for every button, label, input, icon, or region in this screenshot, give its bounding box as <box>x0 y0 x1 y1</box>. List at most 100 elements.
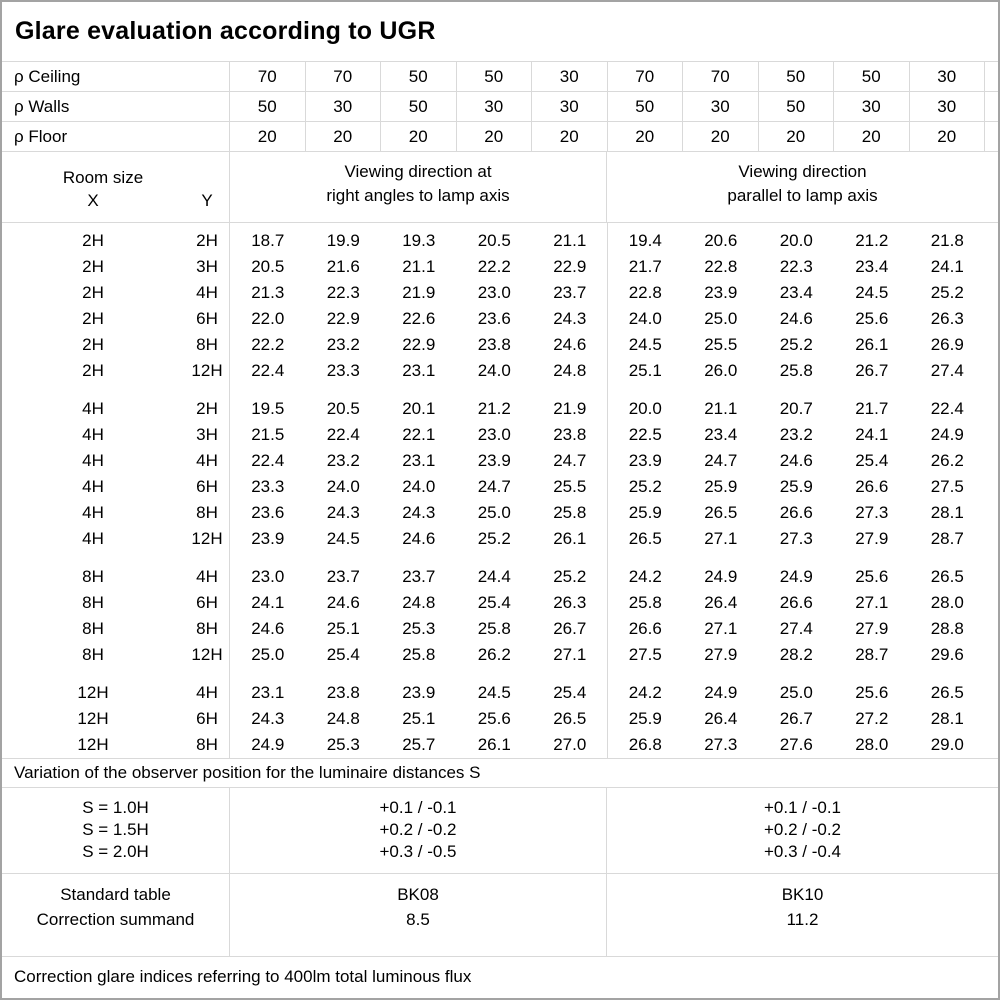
ugr-value-parallel: 28.1 <box>930 709 964 728</box>
ugr-value-right-angle: 20.1 <box>402 399 436 418</box>
ugr-value-right-angle: 23.0 <box>477 425 511 444</box>
ugr-value-parallel: 27.1 <box>704 529 738 548</box>
reflectance-value: 20 <box>532 122 608 151</box>
ugr-value-right-angle: 25.8 <box>477 619 511 638</box>
ugr-value-right-angle: 26.1 <box>477 735 511 754</box>
ugr-value-right-angle: 23.1 <box>402 451 436 470</box>
room-size-y: 6H <box>196 593 218 612</box>
ugr-value-right-angle: 22.9 <box>553 257 587 276</box>
ugr-value-right-angle: 25.4 <box>326 645 360 664</box>
room-size-x: 12H <box>77 735 109 754</box>
ugr-value-right-angle: 23.9 <box>402 683 436 702</box>
s-distance-label: S = 2.0H <box>82 842 149 861</box>
reflectance-value: 70 <box>608 62 683 91</box>
ugr-value-right-angle: 23.3 <box>326 361 360 380</box>
ugr-value-right-angle: 24.6 <box>402 529 436 548</box>
ugr-value-parallel: 24.9 <box>704 567 738 586</box>
reflectance-value: 50 <box>759 62 834 91</box>
ugr-table-row: 2H 8H 22.2 23.2 22.9 23.8 24.6 24.5 25.5 25.2 26.1… <box>2 332 998 358</box>
reflectance-header-rows: ρ Ceiling 70 70 50 50 30 70 70 50 50 30 ρ Walls 50 30… <box>2 62 998 152</box>
ugr-value-parallel: 23.9 <box>628 451 662 470</box>
ugr-value-parallel: 29.6 <box>930 645 964 664</box>
reflectance-value: 20 <box>457 122 532 151</box>
ugr-value-parallel: 24.9 <box>704 683 738 702</box>
ugr-value-parallel: 25.2 <box>628 477 662 496</box>
ugr-value-parallel: 26.7 <box>779 709 813 728</box>
ugr-table-row: 12H 4H 23.1 23.8 23.9 24.5 25.4 24.2 24.9 25.0 25.… <box>2 680 998 706</box>
ugr-value-right-angle: 27.0 <box>553 735 587 754</box>
room-size-x: 8H <box>82 593 104 612</box>
room-size-x: 8H <box>82 619 104 638</box>
reflectance-value: 20 <box>683 122 759 151</box>
viewing-direction-right-angle-line2: right angles to lamp axis <box>326 186 510 205</box>
s-distance-label: S = 1.5H <box>82 820 149 839</box>
ugr-value-right-angle: 22.4 <box>326 425 360 444</box>
reflectance-value: 20 <box>834 122 910 151</box>
ugr-table-row: 12H 8H 24.9 25.3 25.7 26.1 27.0 26.8 27.3 27.6 28.… <box>2 732 998 758</box>
ugr-value-parallel: 26.4 <box>704 593 738 612</box>
ugr-value-right-angle: 24.9 <box>251 735 285 754</box>
ugr-value-parallel: 27.2 <box>855 709 889 728</box>
reflectance-row-label: ρ Ceiling <box>2 62 230 91</box>
reflectance-value: 20 <box>910 122 985 151</box>
ugr-value-parallel: 28.2 <box>779 645 813 664</box>
ugr-value-right-angle: 23.7 <box>326 567 360 586</box>
ugr-value-parallel: 26.2 <box>930 451 964 470</box>
ugr-value-right-angle: 23.7 <box>402 567 436 586</box>
ugr-value-right-angle: 19.5 <box>251 399 285 418</box>
room-size-x: 12H <box>77 709 109 728</box>
ugr-value-parallel: 20.6 <box>704 231 738 250</box>
ugr-value-right-angle: 22.9 <box>326 309 360 328</box>
reflectance-value: 70 <box>683 62 759 91</box>
ugr-value-parallel: 24.1 <box>930 257 964 276</box>
ugr-value-parallel: 24.6 <box>779 309 813 328</box>
viewing-direction-parallel-line2: parallel to lamp axis <box>727 186 878 205</box>
summary-right-angle-values: BK08 8.5 <box>230 874 607 956</box>
ugr-value-parallel: 26.4 <box>704 709 738 728</box>
reflectance-trailing-cell <box>985 122 998 151</box>
reflectance-value: 30 <box>834 92 910 121</box>
reflectance-value: 70 <box>230 62 306 91</box>
ugr-value-parallel: 19.4 <box>628 231 662 250</box>
ugr-table-row: 8H 8H 24.6 25.1 25.3 25.8 26.7 26.6 27.1 27.4 27.9… <box>2 616 998 642</box>
s-correction-parallel: +0.1 / -0.1 <box>763 798 842 817</box>
ugr-value-parallel: 26.9 <box>930 335 964 354</box>
s-distance-label: S = 1.0H <box>82 798 149 817</box>
summary-parallel-values: BK10 11.2 <box>607 874 998 956</box>
ugr-value-right-angle: 24.6 <box>251 619 285 638</box>
ugr-value-parallel: 25.6 <box>855 309 889 328</box>
s-correction-parallel: +0.2 / -0.2 <box>763 820 842 839</box>
ugr-table-row: 2H 6H 22.0 22.9 22.6 23.6 24.3 24.0 25.0 24.6 25.6… <box>2 306 998 332</box>
reflectance-row-label: ρ Walls <box>2 92 230 121</box>
room-size-y: 12H <box>191 645 223 664</box>
ugr-value-parallel: 22.8 <box>628 283 662 302</box>
ugr-value-right-angle: 21.6 <box>326 257 360 276</box>
ugr-value-right-angle: 23.9 <box>477 451 511 470</box>
ugr-value-parallel: 25.0 <box>779 683 813 702</box>
ugr-value-parallel: 25.9 <box>628 503 662 522</box>
reflectance-value: 30 <box>532 62 608 91</box>
ugr-value-parallel: 20.0 <box>628 399 662 418</box>
ugr-value-parallel: 28.7 <box>930 529 964 548</box>
ugr-value-right-angle: 25.1 <box>402 709 436 728</box>
ugr-value-parallel: 23.4 <box>779 283 813 302</box>
ugr-row-group: 4H 2H 19.5 20.5 20.1 21.2 21.9 20.0 21.1 20.7 21.7… <box>2 396 998 552</box>
ugr-value-parallel: 25.0 <box>704 309 738 328</box>
ugr-table-row: 4H 3H 21.5 22.4 22.1 23.0 23.8 22.5 23.4 23.2 24.1… <box>2 422 998 448</box>
ugr-value-right-angle: 21.1 <box>553 231 587 250</box>
room-size-x: 2H <box>82 335 104 354</box>
ugr-value-right-angle: 25.2 <box>553 567 587 586</box>
ugr-value-parallel: 24.9 <box>779 567 813 586</box>
viewing-direction-right-angle-line1: Viewing direction at <box>344 162 492 181</box>
page-title: Glare evaluation according to UGR <box>2 2 998 62</box>
ugr-value-right-angle: 24.5 <box>477 683 511 702</box>
room-size-x: 2H <box>82 283 104 302</box>
ugr-value-right-angle: 24.6 <box>553 335 587 354</box>
ugr-value-parallel: 24.2 <box>628 683 662 702</box>
ugr-value-parallel: 26.5 <box>628 529 662 548</box>
ugr-value-parallel: 26.1 <box>855 335 889 354</box>
ugr-value-parallel: 25.2 <box>779 335 813 354</box>
room-size-y: 3H <box>196 425 218 444</box>
room-size-cell: Room size X Y <box>2 152 230 222</box>
